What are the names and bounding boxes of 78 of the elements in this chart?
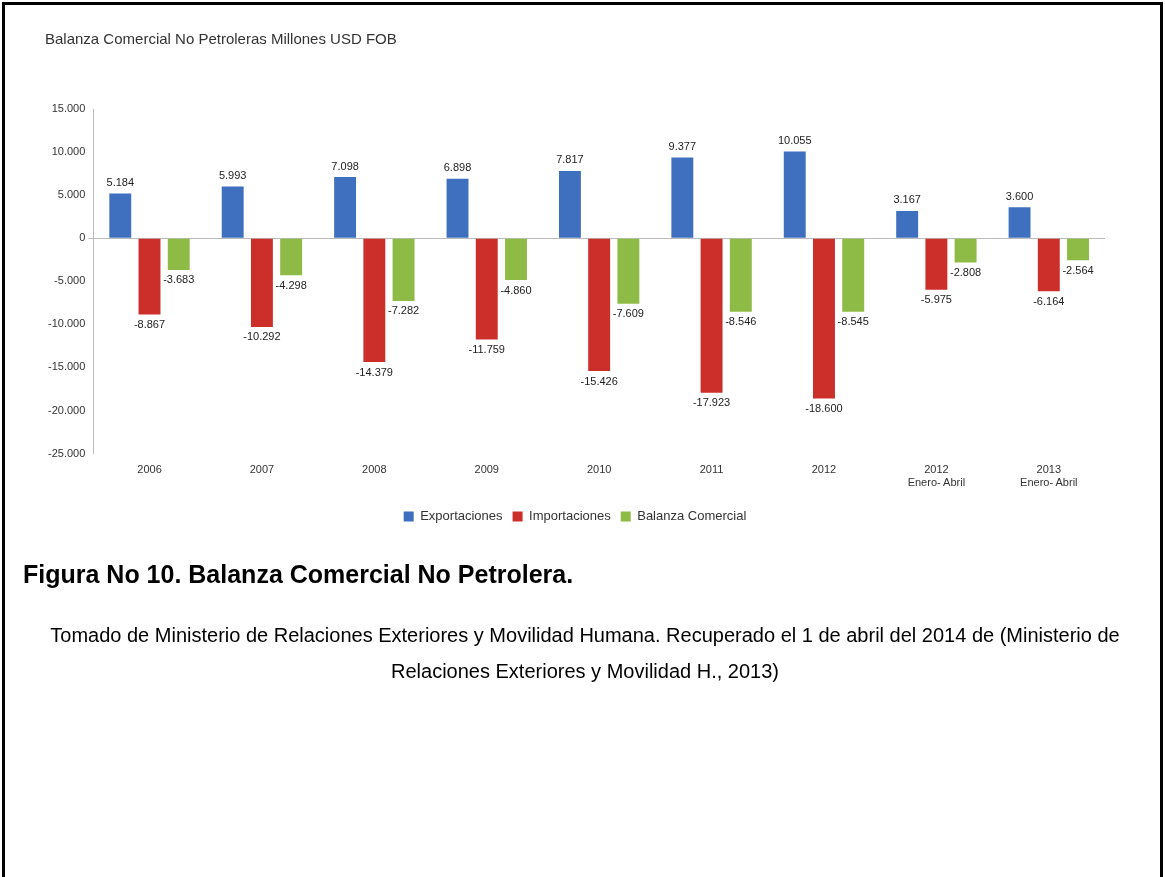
y-tick-label: -20.000 xyxy=(48,403,86,416)
y-tick-label: -25.000 xyxy=(48,446,86,459)
bar xyxy=(250,238,273,327)
data-label: -17.923 xyxy=(692,396,731,409)
data-label: -7.282 xyxy=(387,304,420,317)
text: Tomado de Ministerio de Relaciones Exteriores y Movilidad Humana. Recuperado el 1 de abril del 2014 de (Ministerio de Relaciones Exteriores y Movilidad H., 2013) xyxy=(49,623,1121,684)
legend-label: Balanza Comercial xyxy=(637,508,747,524)
y-tick-label: 10.000 xyxy=(51,145,86,158)
data-label: 5.993 xyxy=(218,169,247,182)
x-tick-label: 2008 xyxy=(362,463,387,476)
bar xyxy=(783,151,806,238)
data-label: 7.098 xyxy=(331,159,359,172)
bar xyxy=(109,193,132,238)
data-label: -7.609 xyxy=(612,307,644,320)
bar xyxy=(221,186,244,238)
data-label: 3.600 xyxy=(1005,189,1034,202)
data-label: -11.759 xyxy=(468,343,505,356)
data-label: -2.564 xyxy=(1062,263,1094,276)
x-tick-label: 2006 xyxy=(137,463,162,476)
bar xyxy=(167,238,190,270)
x-tick-label: 2007 xyxy=(249,463,275,476)
data-label: -8.546 xyxy=(725,315,757,328)
y-tick-label: -15.000 xyxy=(48,360,86,373)
x-tick-label: 2011 xyxy=(699,463,724,476)
data-label: -2.808 xyxy=(950,265,982,278)
y-tick-label: 5.000 xyxy=(57,188,86,201)
chart-title: Balanza Comercial No Petroleras Millones USD FOB xyxy=(45,30,397,48)
data-label: -10.292 xyxy=(243,330,281,343)
data-label: -18.600 xyxy=(805,402,843,414)
bar xyxy=(954,238,977,263)
data-label: -4.298 xyxy=(275,278,307,291)
data-label: -6.164 xyxy=(1033,294,1065,307)
bar xyxy=(813,238,835,399)
bar xyxy=(558,170,581,238)
bar xyxy=(392,238,415,301)
data-label: -8.867 xyxy=(133,318,166,331)
bar xyxy=(363,238,386,363)
bar xyxy=(280,238,303,276)
data-label: 6.898 xyxy=(443,161,472,174)
bar xyxy=(1067,238,1089,261)
legend-label: Importaciones xyxy=(529,508,612,524)
bar xyxy=(925,238,948,290)
bar xyxy=(729,238,752,312)
bar xyxy=(505,238,527,281)
bar xyxy=(671,157,694,238)
y-tick-label: 0 xyxy=(79,231,86,244)
data-label: -15.426 xyxy=(580,374,618,387)
x-tick-label: 2012 xyxy=(811,463,837,476)
data-label: 9.377 xyxy=(668,139,697,152)
data-label: -14.379 xyxy=(355,365,393,378)
x-tick-label: 2013 Enero- Abril xyxy=(1020,463,1078,489)
legend-label: Exportaciones xyxy=(420,508,504,524)
data-label: -4.860 xyxy=(500,283,532,296)
data-label: 7.817 xyxy=(556,153,584,166)
bar xyxy=(896,210,919,238)
data-label: 5.184 xyxy=(106,176,135,189)
y-tick-label: -5.000 xyxy=(54,274,86,287)
bar xyxy=(446,178,469,238)
bar xyxy=(334,177,357,238)
bar xyxy=(1037,238,1060,292)
bar xyxy=(617,238,640,304)
x-tick-label: 2009 xyxy=(474,463,499,476)
bar xyxy=(1008,207,1031,238)
bar xyxy=(138,238,161,315)
data-label: -3.683 xyxy=(163,273,195,286)
x-tick-label: 2012 Enero- Abril xyxy=(907,463,966,489)
y-tick-label: 15.000 xyxy=(51,102,86,115)
bar xyxy=(842,238,865,312)
data-label: -5.975 xyxy=(920,293,952,306)
text: Figura No 10. Balanza Comercial No Petrolera. xyxy=(23,560,574,589)
data-label: 3.167 xyxy=(893,193,921,206)
bar xyxy=(475,238,498,340)
x-tick-label: 2010 xyxy=(586,463,612,476)
data-label: 10.055 xyxy=(777,134,812,147)
bar xyxy=(700,238,723,393)
bar xyxy=(588,238,611,372)
data-label: -8.545 xyxy=(837,315,869,328)
y-tick-label: -10.000 xyxy=(48,317,86,330)
